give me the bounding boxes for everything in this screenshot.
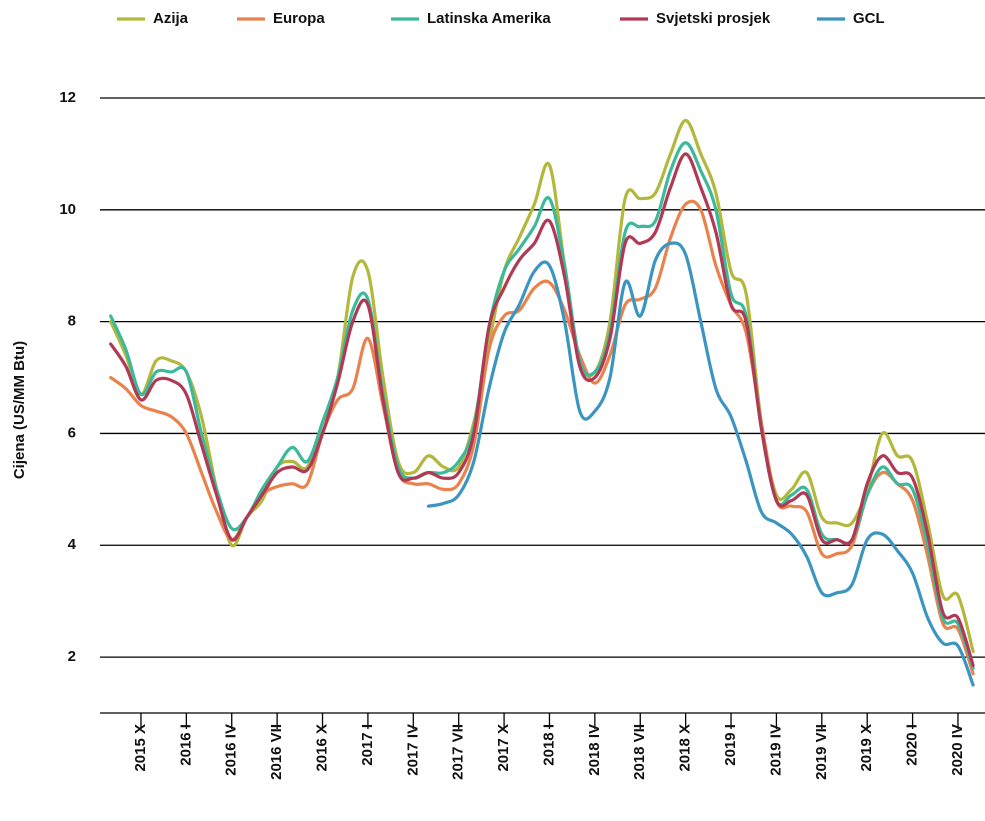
x-tick-label: 2019 X [858,724,875,772]
line-series [109,199,975,676]
x-tick-label: 2019 I [722,724,739,766]
y-tick-label: 6 [68,424,76,441]
x-tick-label: 2016 IV [223,724,240,776]
x-tick-label: 2019 IV [767,724,784,776]
x-tick-label: 2018 VII [631,724,648,780]
x-tick-label: 2018 IV [586,724,603,776]
x-tick-label: 2018 X [677,724,694,772]
x-tick-label: 2017 I [359,724,376,766]
y-tick-label: 4 [68,536,77,553]
line-series [109,118,975,654]
x-tick-label: 2020 IV [949,724,966,776]
y-axis-title: Cijena (US/MM Btu) [11,341,28,479]
legend-label: Azija [153,10,189,27]
x-tick-label: 2018 I [540,724,557,766]
legend-label: GCL [853,10,885,27]
y-tick-label: 10 [59,201,76,218]
legend-label: Latinska Amerika [427,10,551,27]
x-tick-label: 2020 I [904,724,921,766]
x-tick-label: 2017 VII [450,724,467,780]
x-tick-label: 2016 I [177,724,194,766]
line-series [109,152,975,668]
x-tick-label: 2015 X [132,724,149,772]
y-tick-label: 2 [68,648,76,665]
line-series [109,141,975,670]
line-series [426,241,975,687]
x-tick-label: 2016 VII [268,724,285,780]
x-tick-label: 2017 X [495,724,512,772]
y-tick-label: 12 [59,89,76,106]
y-tick-label: 8 [68,313,76,330]
legend-label: Svjetski prosjek [656,10,771,27]
x-tick-label: 2017 IV [404,724,421,776]
x-tick-label: 2016 X [313,724,330,772]
legend-label: Europa [273,10,325,27]
x-tick-label: 2019 VII [813,724,830,780]
